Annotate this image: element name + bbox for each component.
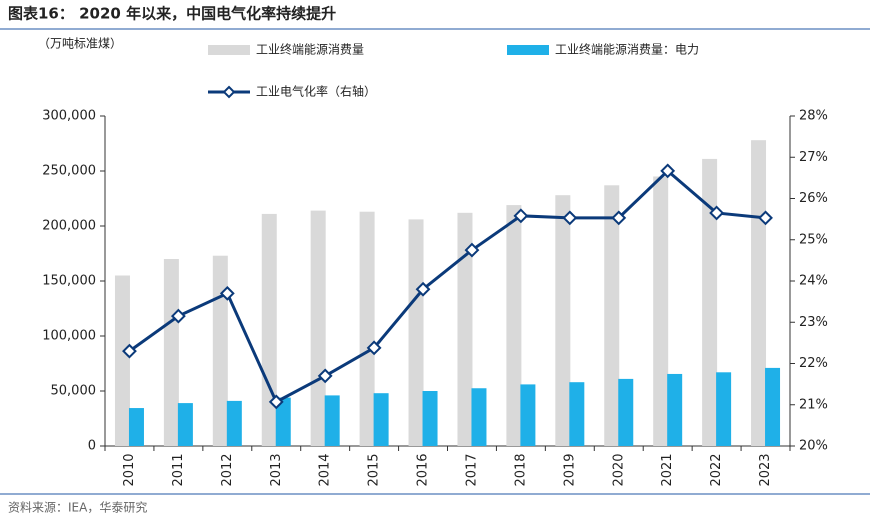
x-tick-label: 2010 — [122, 453, 137, 486]
x-tick-label: 2015 — [367, 453, 382, 486]
legend-swatch — [507, 45, 549, 55]
bar — [114, 275, 130, 446]
bar — [653, 176, 669, 446]
x-tick-label: 2013 — [269, 453, 284, 486]
x-tick-label: 2022 — [709, 453, 724, 486]
line-marker — [709, 205, 725, 221]
legend-label: 工业终端能源消费量 — [256, 42, 364, 57]
line-marker — [317, 368, 333, 384]
legend-label: 工业电气化率（右轴） — [256, 84, 376, 99]
x-tick-label: 2021 — [660, 453, 675, 486]
bar — [226, 400, 242, 446]
bar — [275, 397, 291, 446]
line-marker — [513, 208, 529, 224]
line-marker — [562, 210, 578, 226]
x-tick-label: 2011 — [171, 453, 186, 486]
bar — [422, 391, 438, 446]
legend-marker — [222, 85, 236, 99]
bar — [667, 373, 683, 446]
bar — [765, 367, 781, 446]
bar — [520, 384, 536, 446]
bar — [506, 205, 522, 446]
bar — [261, 213, 277, 446]
y-tick-label: 0 — [88, 439, 96, 454]
y-tick-label: 150,000 — [42, 274, 96, 289]
line-marker — [268, 394, 284, 410]
y-tick-label: 200,000 — [42, 219, 96, 234]
y2-tick-label: 25% — [799, 232, 828, 247]
y2-tick-label: 23% — [799, 315, 828, 330]
bar — [324, 395, 340, 446]
y2-tick-label: 26% — [799, 191, 828, 206]
y2-tick-label: 22% — [799, 356, 828, 371]
bar — [604, 185, 620, 447]
bar — [212, 255, 228, 446]
y-tick-label: 250,000 — [42, 164, 96, 179]
line-marker — [219, 285, 235, 301]
line-marker — [122, 343, 137, 359]
line-marker — [660, 163, 676, 179]
bar — [310, 210, 326, 446]
x-tick-label: 2014 — [318, 453, 333, 486]
line-marker — [758, 210, 773, 226]
y2-tick-label: 24% — [799, 274, 828, 289]
bar — [716, 372, 732, 446]
x-tick-label: 2012 — [220, 453, 235, 486]
bar — [457, 212, 473, 446]
bar — [359, 211, 375, 446]
x-tick-label: 2020 — [611, 453, 626, 486]
x-tick-label: 2018 — [513, 453, 528, 486]
line — [128, 168, 766, 404]
bar — [569, 382, 585, 446]
bar — [163, 259, 179, 446]
source: 资料来源：IEA，华泰研究 — [8, 500, 147, 515]
y2-tick-label: 21% — [799, 397, 828, 412]
y2-tick-label: 27% — [799, 150, 828, 165]
bar — [471, 388, 487, 446]
line-marker — [464, 242, 480, 258]
line-marker — [170, 308, 186, 324]
x-tick-label: 2019 — [562, 453, 577, 486]
bar — [408, 219, 424, 446]
y2-tick-label: 28% — [799, 109, 828, 124]
y-tick-label: 50,000 — [51, 384, 97, 399]
y-tick-label: 300,000 — [42, 109, 96, 124]
bar — [618, 378, 634, 446]
bar — [373, 393, 389, 446]
chart-title: 图表16： 2020 年以来，中国电气化率持续提升 — [8, 5, 336, 23]
bar — [177, 403, 193, 446]
line-marker — [415, 281, 431, 297]
x-tick-label: 2016 — [416, 453, 431, 486]
line-marker — [366, 340, 382, 356]
x-tick-label: 2017 — [464, 453, 479, 486]
legend-swatch — [208, 45, 250, 55]
y-axis-label: （万吨标准煤） — [38, 37, 122, 51]
legend-label: 工业终端能源消费量：电力 — [555, 42, 699, 57]
bar — [751, 140, 767, 446]
bar — [555, 195, 571, 446]
bar — [702, 158, 718, 446]
y-tick-label: 100,000 — [42, 329, 96, 344]
y2-tick-label: 20% — [799, 439, 828, 454]
line-marker — [611, 210, 627, 226]
bar — [128, 408, 144, 446]
x-tick-label: 2023 — [758, 453, 773, 486]
